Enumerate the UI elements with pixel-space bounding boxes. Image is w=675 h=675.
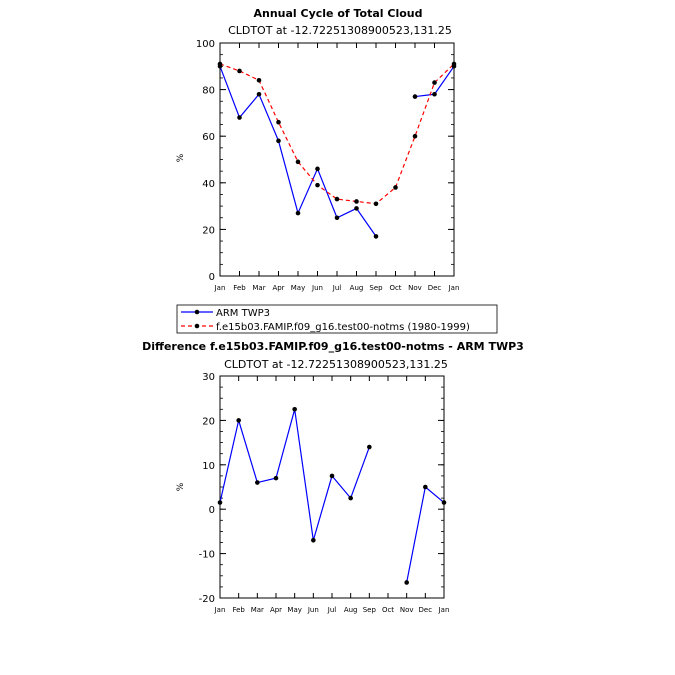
y-tick-label: 0: [209, 505, 215, 516]
x-tick-label: Jan: [214, 284, 226, 292]
series-group: [217, 407, 447, 585]
chart-subtitle: CLDTOT at -12.72251308900523,131.25: [228, 24, 452, 37]
y-tick-label: -10: [199, 550, 215, 561]
y-axis: 0 20 40 60 80 100: [196, 39, 454, 283]
chart-subtitle: CLDTOT at -12.72251308900523,131.25: [224, 358, 448, 371]
y-tick-label: 10: [202, 461, 215, 472]
x-tick-label: Mar: [252, 284, 265, 292]
data-point-0: [404, 580, 409, 585]
data-point-0: [255, 480, 260, 485]
chart-title: Annual Cycle of Total Cloud: [253, 7, 422, 20]
annual-cycle-panel: Annual Cycle of Total Cloud CLDTOT at -1…: [176, 7, 459, 292]
x-tick-label: Jan: [214, 606, 226, 614]
data-point-1: [315, 182, 320, 188]
data-point-0: [329, 473, 335, 479]
x-tick-label: Jul: [327, 606, 337, 614]
data-point-0: [373, 234, 379, 239]
series-line-0: [406, 485, 445, 583]
y-tick-label: 40: [202, 179, 215, 190]
data-point-0: [237, 115, 242, 120]
x-tick-label: Oct: [382, 606, 394, 614]
data-point-0: [311, 537, 316, 543]
data-point-0: [273, 475, 279, 481]
y-tick-label: 60: [202, 132, 215, 143]
data-point-0: [334, 215, 340, 221]
data-point-0: [432, 91, 437, 97]
x-tick-label: Feb: [233, 284, 246, 292]
data-point-0: [423, 484, 428, 490]
legend-marker-model: [194, 323, 200, 329]
y-tick-label: 20: [202, 225, 215, 236]
legend-box: [176, 304, 498, 334]
y-tick-label: 20: [202, 416, 215, 427]
data-point-0: [217, 500, 223, 505]
data-point-1: [237, 68, 242, 74]
x-tick-label: Apr: [270, 606, 282, 614]
x-tick-label: Apr: [272, 284, 284, 292]
data-point-0: [412, 94, 418, 99]
data-point-1: [354, 199, 359, 204]
x-tick-label: Oct: [389, 284, 401, 292]
x-axis: Jan Feb Mar Apr May Jun Jul Aug Sep Oct Nov Dec Jan: [214, 43, 460, 292]
data-point-1: [334, 196, 340, 202]
x-tick-label: Nov: [408, 284, 422, 292]
legend-label-arm: ARM TWP3: [216, 308, 270, 319]
x-axis: Jan Feb Mar Apr May Jun Jul Aug Sep Oct Nov Dec Jan: [214, 376, 450, 614]
data-point-1: [256, 77, 262, 83]
x-tick-label: Jun: [311, 284, 323, 292]
data-point-0: [315, 166, 320, 172]
x-tick-label: Jul: [332, 284, 342, 292]
data-point-0: [367, 444, 372, 450]
data-point-0: [348, 495, 353, 501]
data-point-0: [292, 407, 297, 412]
data-point-1: [393, 185, 398, 190]
data-point-0: [236, 418, 241, 423]
legend-label-model: f.e15b03.FAMIP.f09_g16.test00-notms (198…: [216, 322, 470, 333]
series-line-0: [219, 409, 370, 541]
y-tick-label: 0: [209, 272, 215, 283]
y-axis-label: %: [176, 153, 186, 162]
x-tick-label: Jun: [307, 606, 319, 614]
x-tick-label: Mar: [251, 606, 264, 614]
data-point-1: [451, 61, 457, 67]
data-point-1: [295, 159, 301, 165]
data-point-1: [432, 80, 437, 85]
series-line-1: [219, 63, 455, 205]
chart-title: Difference f.e15b03.FAMIP.f09_g16.test00…: [142, 340, 524, 353]
x-tick-label: Dec: [428, 284, 442, 292]
x-tick-label: Jan: [438, 606, 450, 614]
x-tick-label: May: [291, 284, 305, 292]
y-axis: -20 -10 0 10 20 30: [199, 372, 444, 605]
x-tick-label: Nov: [400, 606, 414, 614]
legend: ARM TWP3 f.e15b03.FAMIP.f09_g16.test00-n…: [176, 304, 498, 334]
x-tick-label: Sep: [369, 284, 383, 292]
x-tick-label: May: [287, 606, 301, 614]
data-point-0: [354, 206, 359, 211]
data-point-1: [412, 133, 418, 139]
x-tick-label: Aug: [350, 284, 364, 292]
x-tick-label: Sep: [363, 606, 377, 614]
y-tick-label: -20: [199, 594, 215, 605]
y-tick-label: 80: [202, 86, 215, 97]
data-point-0: [441, 500, 447, 505]
y-axis-label: %: [176, 482, 186, 491]
data-point-1: [276, 119, 281, 125]
data-point-1: [217, 61, 223, 67]
data-point-0: [256, 91, 262, 97]
difference-panel: Difference f.e15b03.FAMIP.f09_g16.test00…: [142, 340, 524, 614]
legend-marker-arm: [194, 309, 200, 315]
y-tick-label: 30: [202, 372, 215, 383]
data-point-0: [276, 138, 281, 144]
y-tick-label: 100: [196, 39, 215, 50]
x-tick-label: Feb: [232, 606, 245, 614]
x-tick-label: Dec: [419, 606, 433, 614]
series-group: [217, 61, 457, 239]
x-tick-label: Jan: [448, 284, 460, 292]
data-point-1: [373, 201, 379, 207]
data-point-0: [295, 210, 301, 216]
x-tick-label: Aug: [344, 606, 358, 614]
